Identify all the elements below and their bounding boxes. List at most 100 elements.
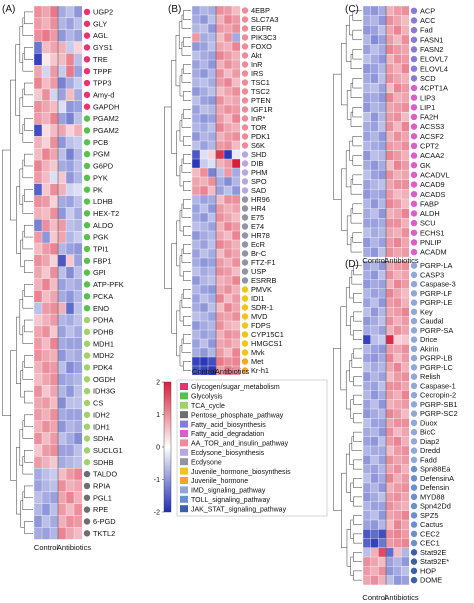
heatmap-cell (49, 219, 59, 232)
pathway-dot (410, 558, 418, 565)
heatmap-cell (207, 329, 217, 340)
heatmap-cell (223, 338, 233, 349)
gene-label: TRE (93, 55, 108, 64)
gene-label: SDR-1 (251, 303, 273, 312)
heatmap-cell (401, 408, 410, 419)
pathway-dot (410, 502, 418, 510)
heatmap-cell (370, 227, 379, 238)
heatmap-cell (57, 467, 67, 481)
dendrogram-branch (2, 149, 11, 416)
heatmap-cell (401, 510, 410, 521)
pathway-dot (410, 539, 418, 547)
pathway-dot (410, 475, 418, 482)
dendrogram-branch (176, 310, 180, 357)
heatmap-cell (215, 59, 225, 70)
gene-label: FTZ-F1 (251, 258, 276, 267)
heatmap-cell (231, 86, 241, 97)
pathway-dot (83, 32, 91, 39)
gene-label: PGRP-SA (420, 326, 453, 335)
dendrogram-branch (179, 210, 184, 232)
heatmap-cell (207, 185, 217, 196)
heatmap-cell (41, 290, 51, 303)
heatmap-cell (57, 479, 67, 493)
heatmap-cell (362, 73, 372, 84)
heatmap-cell (401, 198, 410, 210)
heatmap-cell (215, 122, 225, 133)
pathway-dot (241, 16, 249, 23)
dendrogram-branch (24, 319, 33, 333)
gene-label: ACP (420, 6, 435, 15)
heatmap-cell (33, 313, 43, 327)
gene-label: Stat92E (420, 548, 446, 557)
legend-swatch (180, 448, 188, 456)
heatmap-cell (393, 344, 402, 354)
heatmap-cell (199, 23, 209, 34)
heatmap-cell (207, 176, 217, 187)
dendrogram-branch (183, 289, 191, 299)
heatmap-cell (199, 77, 209, 88)
gene-label: LDHB (93, 197, 113, 206)
heatmap-cell (378, 169, 387, 181)
heatmap-cell (199, 104, 209, 115)
heatmap-cell (191, 338, 201, 349)
heatmap-cell (362, 208, 372, 219)
panel-labels: (A) (B) (C) (D) (2, 4, 359, 270)
heatmap-cell (215, 77, 225, 88)
heatmap-cell (385, 5, 395, 17)
heatmap-cell (41, 456, 51, 469)
heatmap-cell (215, 194, 225, 205)
heatmap-cell (231, 95, 241, 106)
heatmap-cell (223, 149, 233, 160)
pathway-dot (83, 387, 91, 395)
pathway-dot (83, 79, 91, 87)
heatmap-cell (378, 547, 387, 558)
heatmap-cell (362, 334, 372, 345)
heatmap-cell (401, 464, 410, 475)
heatmap-cell (223, 50, 233, 61)
heatmap-cell (73, 302, 83, 315)
heatmap-cell (65, 29, 75, 42)
heatmap-cell (191, 176, 201, 187)
heatmap-cell (362, 179, 372, 190)
heatmap-cell (385, 270, 395, 280)
heatmap-cell (385, 325, 395, 336)
heatmap-cell (65, 207, 75, 220)
heatmap-cell (378, 556, 387, 567)
heatmap-cell (378, 63, 387, 74)
pathway-dot (241, 178, 249, 185)
heatmap-cell (223, 212, 233, 223)
dendrogram-branch (183, 109, 191, 119)
colorbar-tick-label: 0 (156, 445, 160, 452)
heatmap-cell (41, 432, 51, 445)
gene-label: Drice (420, 335, 437, 344)
heatmap-cell (401, 353, 410, 364)
gene-label: Relish (420, 372, 441, 381)
heatmap-cell (362, 44, 372, 55)
heatmap-cell (199, 320, 209, 331)
pathway-dot (83, 518, 91, 525)
heatmap-cell (207, 257, 217, 268)
pathway-dot (410, 576, 418, 584)
heatmap-cell (215, 203, 225, 214)
gene-label: BicC (420, 428, 436, 437)
dendrogram-branch (353, 293, 362, 303)
heatmap-cell (370, 501, 379, 512)
heatmap-cell (41, 444, 51, 457)
heatmap-cell (57, 219, 67, 232)
gene-label: ALDO (93, 221, 113, 230)
heatmap-cell (370, 140, 379, 152)
heatmap-cell (393, 575, 402, 586)
heatmap-cell (385, 307, 395, 317)
heatmap-cell (207, 167, 217, 178)
pathway-dot (410, 493, 418, 501)
heatmap-cell (199, 329, 209, 340)
pathway-dot (410, 133, 418, 140)
dendrogram-branch (349, 443, 354, 465)
heatmap-cell (57, 337, 67, 351)
pathway-dot (241, 70, 249, 77)
heatmap-cell (385, 473, 395, 484)
pathway-dot (83, 222, 91, 229)
heatmap-cell (73, 17, 83, 31)
gene-label: PGK (93, 233, 109, 242)
heatmap-cell (215, 347, 225, 358)
